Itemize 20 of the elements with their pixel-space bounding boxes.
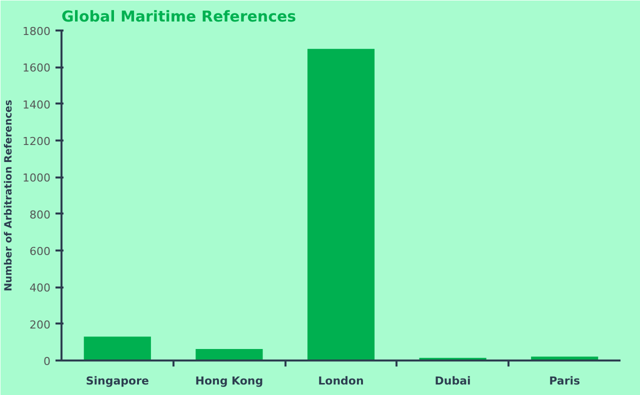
y-tick-label: 1800 (22, 25, 51, 38)
y-tick-label: 1400 (22, 98, 51, 112)
y-tick-label: 400 (30, 282, 51, 295)
x-tick-label: Dubai (434, 374, 471, 388)
bar (196, 348, 263, 360)
bar (307, 48, 375, 360)
y-tick-label: 0 (44, 355, 50, 368)
x-tick-label: London (318, 374, 364, 388)
y-axis-title: Number of Arbitration References (4, 100, 15, 292)
y-tick-label: 600 (30, 245, 51, 258)
y-tick-label: 1000 (22, 172, 51, 185)
y-tick-label: 200 (30, 318, 51, 332)
y-tick-label: 1600 (22, 62, 51, 75)
chart-title: Global Maritime References (62, 8, 296, 26)
bar (84, 336, 151, 360)
x-tick-label: Paris (549, 374, 581, 388)
y-tick-label: 1200 (22, 135, 51, 148)
y-tick-label: 800 (30, 208, 51, 222)
x-tick-label: Singapore (86, 374, 149, 388)
x-tick-label: Hong Kong (195, 374, 264, 388)
